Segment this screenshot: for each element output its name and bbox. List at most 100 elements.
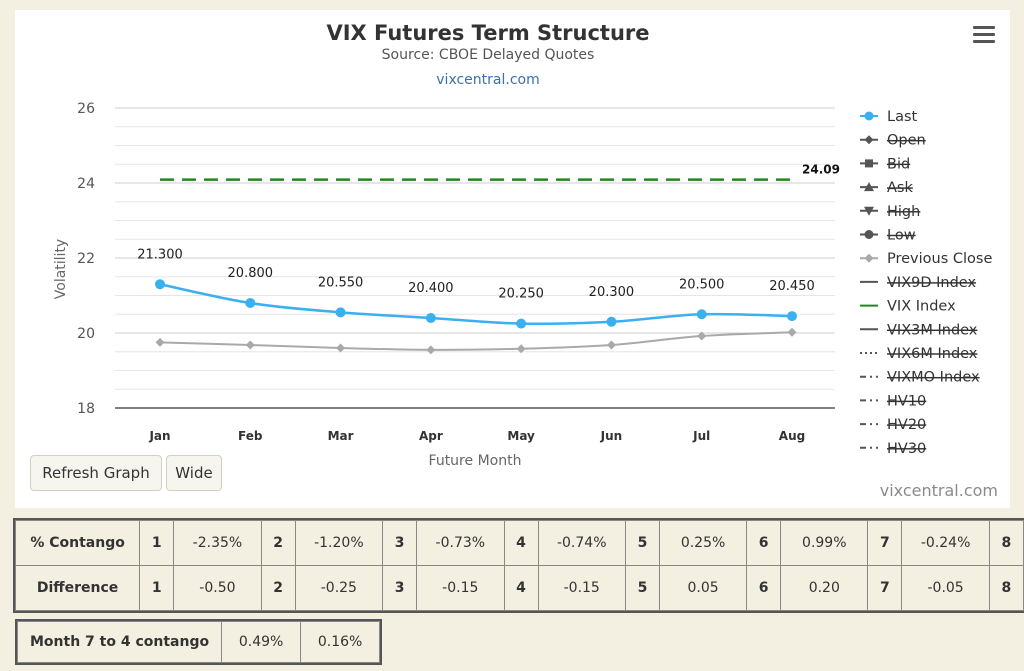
previous-close-point: [426, 345, 436, 355]
grid: [115, 107, 835, 409]
previous-close-point: [787, 327, 797, 337]
legend-item[interactable]: VIX6M Index: [860, 346, 978, 362]
table-row: Month 7 to 4 contango 0.49% 0.16%: [16, 621, 381, 663]
x-tick-label: May: [507, 429, 535, 443]
menu-icon[interactable]: [973, 26, 995, 44]
legend-marker: [864, 135, 874, 145]
x-axis-label: Future Month: [429, 453, 522, 469]
value-cell: -0.15: [537, 565, 626, 611]
month74-header: Month 7 to 4 contango: [16, 621, 223, 663]
previous-close-point: [697, 331, 707, 341]
row-header: % Contango: [14, 520, 141, 566]
legend-label: VIX Index: [887, 299, 956, 315]
previous-close-point: [155, 337, 165, 347]
legend-item[interactable]: High: [860, 204, 920, 220]
legend-label: VIX3M Index: [887, 322, 978, 338]
legend-item[interactable]: HV20: [860, 417, 926, 433]
table-row: % Contango 1 -2.35% 2 -1.20% 3 -0.73% 4 -0.74% 5 0…: [14, 520, 1024, 566]
last-point: [787, 311, 797, 322]
y-tick-label: 24: [77, 176, 95, 192]
month-index-cell: 3: [382, 565, 418, 611]
source-link[interactable]: vixcentral.com: [436, 72, 539, 88]
month-index-cell: 1: [139, 565, 175, 611]
legend-item[interactable]: Previous Close: [860, 251, 992, 267]
x-axis: Jan Feb Mar Apr May Jun Jul Aug: [148, 429, 805, 443]
legend-item[interactable]: Bid: [860, 156, 910, 172]
value-cell: -2.35%: [173, 520, 262, 566]
previous-close-point: [516, 344, 526, 354]
legend-label: Low: [887, 228, 916, 244]
last-data-label: 20.250: [498, 287, 544, 302]
legend-marker: [864, 230, 874, 239]
month74-value-2: 0.16%: [300, 621, 381, 663]
legend-item[interactable]: Low: [860, 228, 916, 244]
last-point: [606, 316, 617, 327]
value-cell: 0.05: [658, 565, 748, 611]
legend-label: HV10: [887, 393, 926, 409]
legend-marker: [864, 111, 874, 121]
x-tick-label: Feb: [238, 429, 263, 443]
last-data-label: 20.550: [318, 275, 364, 290]
month-index-cell: 4: [503, 565, 539, 611]
last-line: [159, 283, 793, 326]
legend-item[interactable]: VIX9D Index: [860, 275, 976, 291]
y-tick-label: 22: [77, 251, 95, 267]
value-cell: -0.74%: [537, 520, 626, 566]
y-axis: 18 20 22 24 26: [77, 101, 95, 417]
last-point: [155, 279, 165, 290]
month-index-cell: 4: [503, 520, 539, 566]
last-data-label: 21.300: [137, 247, 183, 262]
x-tick-label: Jan: [148, 429, 170, 443]
credit-link[interactable]: vixcentral.com: [879, 481, 998, 500]
legend-item[interactable]: Last: [860, 109, 918, 125]
legend-item[interactable]: VIX3M Index: [860, 322, 978, 338]
wide-button[interactable]: Wide: [166, 455, 222, 491]
y-tick-label: 26: [77, 101, 95, 117]
legend-marker: [864, 253, 874, 263]
last-data-label: 20.800: [228, 266, 274, 281]
last-point: [696, 309, 707, 320]
legend-label: Open: [887, 133, 926, 149]
legend-item[interactable]: VIXMO Index: [860, 370, 980, 386]
y-tick-label: 18: [77, 401, 95, 417]
vix-index-label: 24.09: [802, 163, 840, 177]
legend-label: Bid: [887, 156, 910, 172]
month-index-cell: 2: [260, 520, 296, 566]
legend[interactable]: Last Open Bid Ask High Low Previous Close VIX9D…: [860, 109, 992, 457]
legend-item[interactable]: Open: [860, 133, 926, 149]
last-point: [335, 307, 346, 318]
chart-subtitle: Source: CBOE Delayed Quotes: [382, 47, 595, 63]
value-cell: -0.15: [416, 565, 505, 611]
legend-item[interactable]: Ask: [860, 180, 913, 196]
month-index-cell: 6: [746, 520, 782, 566]
legend-label: High: [887, 204, 920, 220]
legend-label: HV30: [887, 441, 926, 457]
value-cell: -0.73%: [416, 520, 505, 566]
previous-close-point: [336, 343, 346, 353]
refresh-graph-button[interactable]: Refresh Graph: [30, 455, 162, 491]
last-point: [516, 318, 527, 329]
month-index-cell: 5: [624, 520, 660, 566]
value-cell: -1.20%: [294, 520, 384, 566]
legend-label: VIXMO Index: [887, 370, 980, 386]
legend-label: Last: [887, 109, 918, 125]
last-data-label: 20.400: [408, 281, 454, 296]
value-cell: -0.50: [173, 565, 262, 611]
legend-item[interactable]: HV30: [860, 441, 926, 457]
month-index-cell: 3: [382, 520, 418, 566]
value-cell: -0.24%: [901, 520, 990, 566]
month-index-cell: 6: [746, 565, 782, 611]
month74-value-1: 0.49%: [221, 621, 302, 663]
value-cell: -0.05: [901, 565, 990, 611]
x-tick-label: Mar: [328, 429, 354, 443]
term-structure-chart: VIX Futures Term Structure Source: CBOE …: [53, 21, 992, 469]
legend-marker: [864, 182, 874, 192]
last-point: [425, 313, 436, 323]
chart-card: VIX Futures Term Structure Source: CBOE …: [15, 10, 1010, 508]
x-tick-label: Aug: [779, 429, 805, 443]
previous-close-line: [159, 331, 793, 351]
y-tick-label: 20: [77, 326, 95, 342]
legend-item[interactable]: VIX Index: [860, 299, 956, 315]
legend-item[interactable]: HV10: [860, 393, 926, 409]
month-index-cell: 8: [988, 565, 1024, 611]
